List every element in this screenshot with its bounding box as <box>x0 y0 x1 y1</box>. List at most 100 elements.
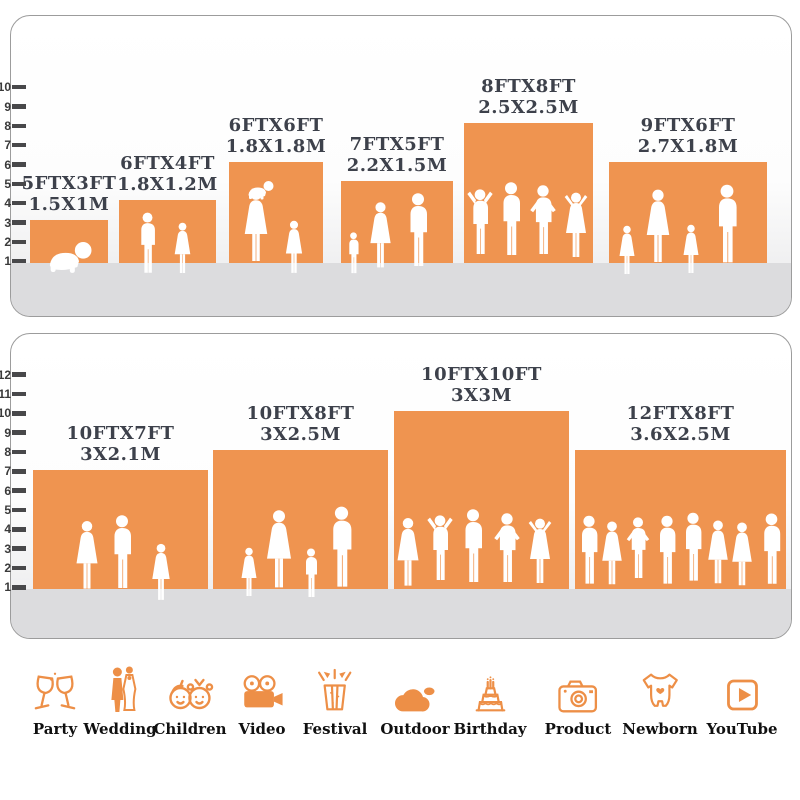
size-ft: 6FTX6FT <box>228 114 324 136</box>
tick-number: 10 <box>0 80 11 95</box>
size-ft: 5FTX3FT <box>21 172 117 194</box>
ruler-tick: 9 <box>0 426 26 440</box>
tick-dash <box>12 430 26 435</box>
legend-label: Newborn <box>622 720 698 738</box>
size-ft: 10FTX10FT <box>421 364 542 385</box>
tick-dash <box>12 372 26 377</box>
bar-label: 10FTX7FT 3X2.1M <box>67 423 175 465</box>
tick-number: 1 <box>4 254 11 269</box>
legend-label: YouTube <box>706 720 778 738</box>
tick-number: 11 <box>0 386 11 401</box>
tick-number: 2 <box>4 560 11 575</box>
bar-label: 8FTX8FT 2.5X2.5M <box>478 76 579 118</box>
family-silhouettes <box>619 184 737 274</box>
tick-number: 5 <box>4 502 11 517</box>
tick-number: 4 <box>4 196 11 211</box>
size-ft: 6FTX4FT <box>120 153 215 175</box>
size-ft: 7FTX5FT <box>349 133 445 155</box>
legend-label: Children <box>153 720 227 738</box>
legend-label: Birthday <box>453 720 527 738</box>
small-backdrops-panel: 5FTX3FT 1.5X1M 6FTX4FT 1.8X1.2M 6FTX6FT … <box>10 15 792 317</box>
photo-camera-icon <box>555 662 601 716</box>
tick-dash <box>12 84 26 90</box>
legend-item-video: Video <box>238 662 286 738</box>
wedding-couple-icon <box>103 662 137 716</box>
size-ft: 12FTX8FT <box>626 403 735 425</box>
ruler-tick: 9 <box>0 100 26 114</box>
ruler-tick: 5 <box>0 177 26 191</box>
ruler-tick: 5 <box>0 503 26 517</box>
ruler-tick: 10 <box>0 80 26 94</box>
bar-label: 9FTX6FT 2.7X1.8M <box>638 115 739 157</box>
children-silhouettes <box>141 212 191 274</box>
tick-dash <box>12 258 26 264</box>
family-silhouettes <box>349 193 427 274</box>
tick-number: 4 <box>4 522 11 537</box>
bar-label: 10FTX8FT 3X2.5M <box>247 403 355 445</box>
ruler-tick: 6 <box>0 484 26 498</box>
tick-dash <box>12 507 26 513</box>
tick-number: 12 <box>0 367 11 382</box>
tick-dash <box>12 546 26 551</box>
tick-number: 10 <box>0 406 11 421</box>
family-silhouettes <box>241 506 352 598</box>
ruler-tick: 3 <box>0 216 26 230</box>
size-m: 2.7X1.8M <box>637 135 739 157</box>
size-ft: 10FTX7FT <box>66 422 175 444</box>
legend-item-newborn: Newborn <box>622 662 698 738</box>
ruler-bottom: 1 2 3 4 5 6 7 8 9 10 11 12 <box>0 333 26 637</box>
backdrop-bar-9x6: 9FTX6FT 2.7X1.8M <box>609 115 767 274</box>
ruler-tick: 2 <box>0 235 26 249</box>
baby-onesie-icon <box>638 662 682 716</box>
tick-number: 5 <box>4 176 11 191</box>
category-legend: Party Wedding <box>0 662 800 762</box>
tick-number: 1 <box>4 580 11 595</box>
ruler-tick: 7 <box>0 464 26 478</box>
tick-dash <box>12 200 26 206</box>
tick-number: 2 <box>4 234 11 249</box>
ruler-tick: 8 <box>0 119 26 133</box>
size-m: 1.8X1.2M <box>117 174 218 196</box>
group-silhouettes <box>467 182 588 257</box>
ruler-tick: 10 <box>0 406 26 420</box>
legend-label: Festival <box>302 720 368 738</box>
tick-number: 3 <box>4 541 11 556</box>
size-ft: 10FTX8FT <box>246 403 355 425</box>
backdrop-bar-10x8: 10FTX8FT 3X2.5M <box>213 403 388 598</box>
ruler-tick: 2 <box>0 561 26 575</box>
tick-dash <box>12 449 26 455</box>
backdrop-bar-10x10: 10FTX10FT 3X3M <box>394 364 569 589</box>
legend-item-product: Product <box>544 662 612 738</box>
tick-number: 8 <box>4 118 11 133</box>
bar-label: 6FTX6FT 1.8X1.8M <box>226 115 327 157</box>
size-m: 2.5X2.5M <box>478 96 579 118</box>
ruler-tick: 3 <box>0 542 26 556</box>
legend-item-children: Children <box>153 662 227 738</box>
birthday-cake-icon <box>468 662 512 716</box>
legend-item-party: Party <box>32 662 78 738</box>
tick-dash <box>12 142 26 148</box>
backdrop-bar-5x3: 5FTX3FT 1.5X1M <box>22 173 116 273</box>
ruler-tick: 4 <box>0 196 26 210</box>
tick-dash <box>12 565 26 571</box>
crowd-silhouettes <box>582 512 781 586</box>
legend-label: Product <box>544 720 612 738</box>
backdrop-bar-7x5: 7FTX5FT 2.2X1.5M <box>341 134 453 274</box>
bar-label: 10FTX10FT 3X3M <box>421 364 542 406</box>
tick-dash <box>12 123 26 129</box>
ruler-tick: 12 <box>0 368 26 382</box>
ruler-top: 1 2 3 4 5 6 7 8 9 10 <box>0 15 26 315</box>
size-ft: 9FTX6FT <box>640 114 736 136</box>
legend-item-birthday: Birthday <box>453 662 527 738</box>
tick-dash <box>12 585 26 590</box>
size-m: 3X2.5M <box>260 424 341 446</box>
tick-dash <box>12 220 26 225</box>
tick-number: 6 <box>4 157 11 172</box>
size-ft: 8FTX8FT <box>481 75 576 97</box>
backdrop-bar-6x6: 6FTX6FT 1.8X1.8M <box>226 115 326 273</box>
tick-number: 9 <box>4 425 11 440</box>
size-m: 3X2.1M <box>80 443 161 465</box>
backdrop-bar-10x7: 10FTX7FT 3X2.1M <box>33 423 208 600</box>
legend-item-outdoor: Outdoor <box>380 662 450 738</box>
